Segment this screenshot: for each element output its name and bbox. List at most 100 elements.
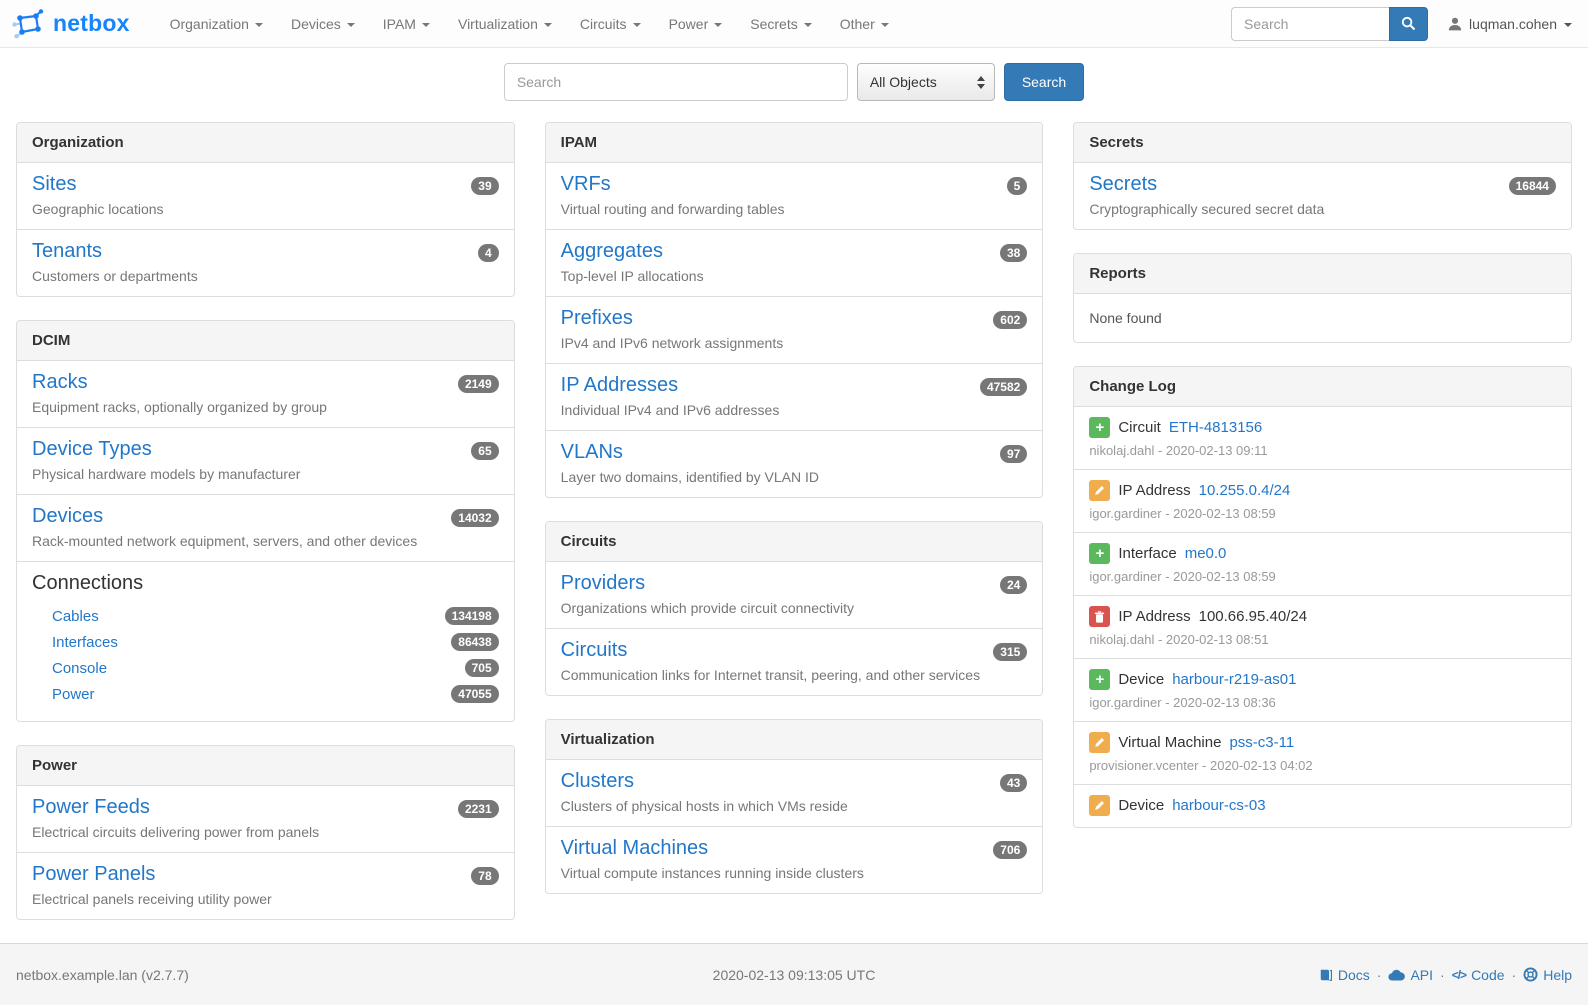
changelog-object-link[interactable]: ETH-4813156 xyxy=(1168,419,1263,436)
power-connections-link[interactable]: Power xyxy=(52,685,95,703)
navbar-search-input[interactable] xyxy=(1231,6,1390,41)
object-type: Virtual Machine xyxy=(1118,734,1222,751)
connections-section: Connections Cables 134198 Interfaces 864… xyxy=(17,561,514,721)
nav-ipam[interactable]: IPAM xyxy=(369,0,444,48)
clusters-link[interactable]: Clusters xyxy=(560,770,635,792)
code-icon: </> xyxy=(1451,967,1467,982)
item-description: Communication links for Internet transit… xyxy=(560,667,981,683)
object-type: Circuit xyxy=(1118,419,1161,436)
global-search-bar: All Objects Search xyxy=(0,48,1588,119)
panel-ipam: IPAM VRFs 5 Virtual routing and forwardi… xyxy=(544,122,1044,498)
netbox-logo-icon xyxy=(10,8,46,39)
count-badge: 5 xyxy=(1006,177,1028,195)
nav-circuits[interactable]: Circuits xyxy=(566,0,655,48)
cables-link[interactable]: Cables xyxy=(52,607,99,625)
panel-secrets: Secrets Secrets 16844 Cryptographically … xyxy=(1073,122,1572,230)
connection-row: Cables 134198 xyxy=(32,603,499,629)
count-badge: 14032 xyxy=(451,509,499,527)
object-type: Device xyxy=(1118,671,1165,688)
footer-link-api[interactable]: API xyxy=(1388,967,1433,983)
column-right: Secrets Secrets 16844 Cryptographically … xyxy=(1073,122,1572,851)
console-link[interactable]: Console xyxy=(52,659,108,677)
item-description: Electrical circuits delivering power fro… xyxy=(32,824,320,840)
vlans-link[interactable]: VLANs xyxy=(560,441,623,463)
nav-label: Organization xyxy=(169,15,249,32)
panel-virtualization: Virtualization Clusters 43 Clusters of p… xyxy=(544,719,1044,894)
changelog-entry: + Device harbour-r219-as01 igor.gardiner… xyxy=(1074,658,1571,721)
create-icon: + xyxy=(1089,669,1111,690)
racks-link[interactable]: Racks xyxy=(32,371,88,393)
chevron-down-icon xyxy=(880,22,889,27)
footer-link-code[interactable]: </> Code xyxy=(1452,967,1505,983)
devices-link[interactable]: Devices xyxy=(32,505,104,527)
vrfs-link[interactable]: VRFs xyxy=(560,173,611,195)
changelog-object-link[interactable]: harbour-cs-03 xyxy=(1172,797,1266,814)
aggregates-link[interactable]: Aggregates xyxy=(560,240,663,262)
nav-organization[interactable]: Organization xyxy=(156,0,277,48)
user-menu[interactable]: luqman.cohen xyxy=(1448,16,1572,32)
virtual-machines-link[interactable]: Virtual Machines xyxy=(560,837,709,859)
panel-item: Secrets 16844 Cryptographically secured … xyxy=(1074,163,1571,229)
changelog-object-link[interactable]: harbour-r219-as01 xyxy=(1172,671,1297,688)
user-icon xyxy=(1448,17,1462,31)
nav-other[interactable]: Other xyxy=(826,0,903,48)
navbar-search-button[interactable] xyxy=(1389,6,1429,41)
ip-addresses-link[interactable]: IP Addresses xyxy=(560,374,679,396)
nav-secrets[interactable]: Secrets xyxy=(736,0,825,48)
item-description: Individual IPv4 and IPv6 addresses xyxy=(560,402,780,418)
count-badge: 38 xyxy=(999,244,1028,262)
sites-link[interactable]: Sites xyxy=(32,173,77,195)
reports-empty-text: None found xyxy=(1089,310,1162,326)
secrets-link[interactable]: Secrets xyxy=(1089,173,1158,195)
global-search-button[interactable]: Search xyxy=(1003,63,1085,101)
count-badge: 43 xyxy=(999,774,1028,792)
chevron-down-icon xyxy=(346,22,355,27)
pencil-icon xyxy=(1089,732,1111,753)
power-feeds-link[interactable]: Power Feeds xyxy=(32,796,150,818)
panel-item: VRFs 5 Virtual routing and forwarding ta… xyxy=(546,163,1043,229)
panel-title: Power xyxy=(17,746,514,786)
item-description: Top-level IP allocations xyxy=(560,268,704,284)
count-badge: 2149 xyxy=(457,375,499,393)
prefixes-link[interactable]: Prefixes xyxy=(560,307,633,329)
footer-timestamp: 2020-02-13 09:13:05 UTC xyxy=(712,966,876,983)
object-type: IP Address xyxy=(1118,608,1191,625)
nav-label: Power xyxy=(668,15,709,32)
panel-item: Aggregates 38 Top-level IP allocations xyxy=(545,229,1043,296)
footer-link-docs[interactable]: Docs xyxy=(1319,967,1370,983)
item-description: Clusters of physical hosts in which VMs … xyxy=(560,798,848,814)
changelog-object-link[interactable]: me0.0 xyxy=(1184,545,1227,562)
tenants-link[interactable]: Tenants xyxy=(32,240,103,262)
nav-label: Devices xyxy=(290,15,341,32)
panel-item: IP Addresses 47582 Individual IPv4 and I… xyxy=(545,363,1043,430)
footer-link-label: API xyxy=(1410,966,1434,983)
separator: · xyxy=(1511,966,1517,983)
nav-virtualization[interactable]: Virtualization xyxy=(444,0,566,48)
object-type-select[interactable]: All Objects xyxy=(856,63,995,101)
changelog-entry: Device harbour-cs-03 xyxy=(1074,784,1571,827)
changelog-entry: + Interface me0.0 igor.gardiner - 2020-0… xyxy=(1074,532,1571,595)
changelog-object-link[interactable]: 10.255.0.4/24 xyxy=(1198,482,1291,499)
chevron-down-icon xyxy=(543,22,552,27)
footer-link-help[interactable]: Help xyxy=(1523,967,1572,983)
providers-link[interactable]: Providers xyxy=(560,572,646,594)
changelog-meta: provisioner.vcenter - 2020-02-13 04:02 xyxy=(1089,758,1313,773)
changelog-object-name: 100.66.95.40/24 xyxy=(1198,608,1308,625)
changelog-object-link[interactable]: pss-c3-11 xyxy=(1229,734,1295,751)
circuits-link[interactable]: Circuits xyxy=(560,639,628,661)
global-search-input[interactable] xyxy=(503,63,848,101)
panel-item: Virtual Machines 706 Virtual compute ins… xyxy=(545,826,1043,893)
power-panels-link[interactable]: Power Panels xyxy=(32,863,156,885)
netbox-logo[interactable]: netbox xyxy=(10,8,130,39)
nav-power[interactable]: Power xyxy=(655,0,737,48)
item-description: Cryptographically secured secret data xyxy=(1089,201,1325,217)
nav-devices[interactable]: Devices xyxy=(277,0,369,48)
count-badge: 2231 xyxy=(457,800,499,818)
object-type: IP Address xyxy=(1118,482,1191,499)
chevron-down-icon xyxy=(803,22,812,27)
device-types-link[interactable]: Device Types xyxy=(32,438,152,460)
select-stepper-icon xyxy=(976,75,985,89)
interfaces-link[interactable]: Interfaces xyxy=(52,633,118,651)
panel-title: Organization xyxy=(17,123,514,163)
count-badge: 65 xyxy=(471,442,499,460)
